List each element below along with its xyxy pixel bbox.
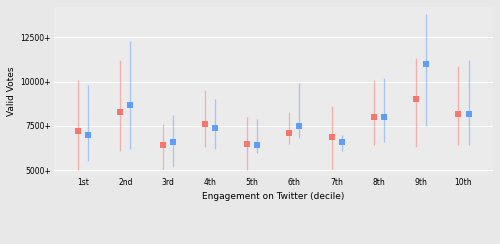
Y-axis label: Valid Votes: Valid Votes	[7, 67, 16, 116]
X-axis label: Engagement on Twitter (decile): Engagement on Twitter (decile)	[202, 192, 344, 201]
